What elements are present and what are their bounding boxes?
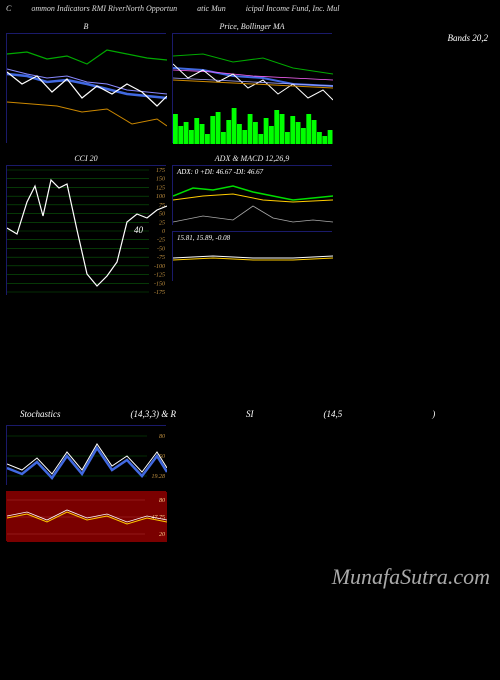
svg-text:19.28: 19.28 (152, 474, 166, 480)
chart-macd2-label: 15.81, 15.89, -0.08 (177, 234, 230, 242)
svg-text:125: 125 (156, 185, 165, 191)
svg-text:-150: -150 (154, 281, 165, 287)
si-params: (14,5 (324, 409, 343, 419)
hdr-3: icipal Income Fund, Inc. Mul (246, 4, 340, 13)
svg-text:100: 100 (156, 194, 165, 200)
stoch-title: Stochastics (20, 409, 61, 419)
svg-text:175: 175 (156, 168, 165, 174)
svg-text:-25: -25 (157, 238, 165, 244)
svg-text:50: 50 (159, 212, 165, 218)
chart-rsi-svg: 8047.7520 (7, 492, 167, 542)
svg-text:150: 150 (156, 177, 165, 183)
si-label: SI (246, 409, 254, 419)
hdr-c: C (6, 4, 11, 13)
svg-text:80: 80 (159, 434, 165, 440)
bbands-label: Bands 20,2 (338, 33, 494, 143)
chart-stoch: 805019.28 (6, 425, 166, 485)
chart-adx: ADX & MACD 12,26,9 ADX: 0 +DI: 46.67 -DI… (172, 165, 332, 225)
watermark: MunafaSutra.com (332, 564, 490, 590)
chart-b: B (6, 33, 166, 143)
chart-price-title: Price, Bollinger MA (173, 22, 331, 31)
chart-cci-svg: 1751501251007550250-25-50-75-100-125-150… (7, 166, 167, 296)
chart-adx-label: ADX: 0 +DI: 46.67 -DI: 46.67 (177, 168, 263, 176)
svg-text:-75: -75 (157, 255, 165, 261)
si-close: ) (432, 409, 435, 419)
chart-b-title: B (7, 22, 165, 31)
svg-text:-50: -50 (157, 246, 165, 252)
chart-stoch-svg: 805019.28 (7, 426, 167, 486)
svg-text:0: 0 (162, 229, 165, 235)
svg-text:-175: -175 (154, 290, 165, 296)
chart-b-svg (7, 34, 167, 144)
stoch-params: (14,3,3) & R (131, 409, 177, 419)
hdr-2: atic Mun (197, 4, 226, 13)
svg-text:40: 40 (134, 225, 144, 235)
chart-macd2: 15.81, 15.89, -0.08 (172, 231, 332, 281)
chart-rsi: 8047.7520 (6, 491, 166, 541)
page-header: C ommon Indicators RMI RiverNorth Opport… (0, 0, 500, 17)
chart-price: Price, Bollinger MA (172, 33, 332, 143)
svg-text:20: 20 (159, 532, 165, 538)
svg-text:80: 80 (159, 498, 165, 504)
hdr-1: ommon Indicators RMI RiverNorth Opportun (31, 4, 177, 13)
chart-price-svg (173, 34, 333, 144)
svg-text:-125: -125 (154, 273, 165, 279)
chart-cci-title: CCI 20 (7, 154, 165, 163)
svg-text:-100: -100 (154, 264, 165, 270)
chart-adx-title: ADX & MACD 12,26,9 (173, 154, 331, 163)
chart-cci: CCI 20 1751501251007550250-25-50-75-100-… (6, 165, 166, 295)
svg-text:25: 25 (159, 220, 165, 226)
